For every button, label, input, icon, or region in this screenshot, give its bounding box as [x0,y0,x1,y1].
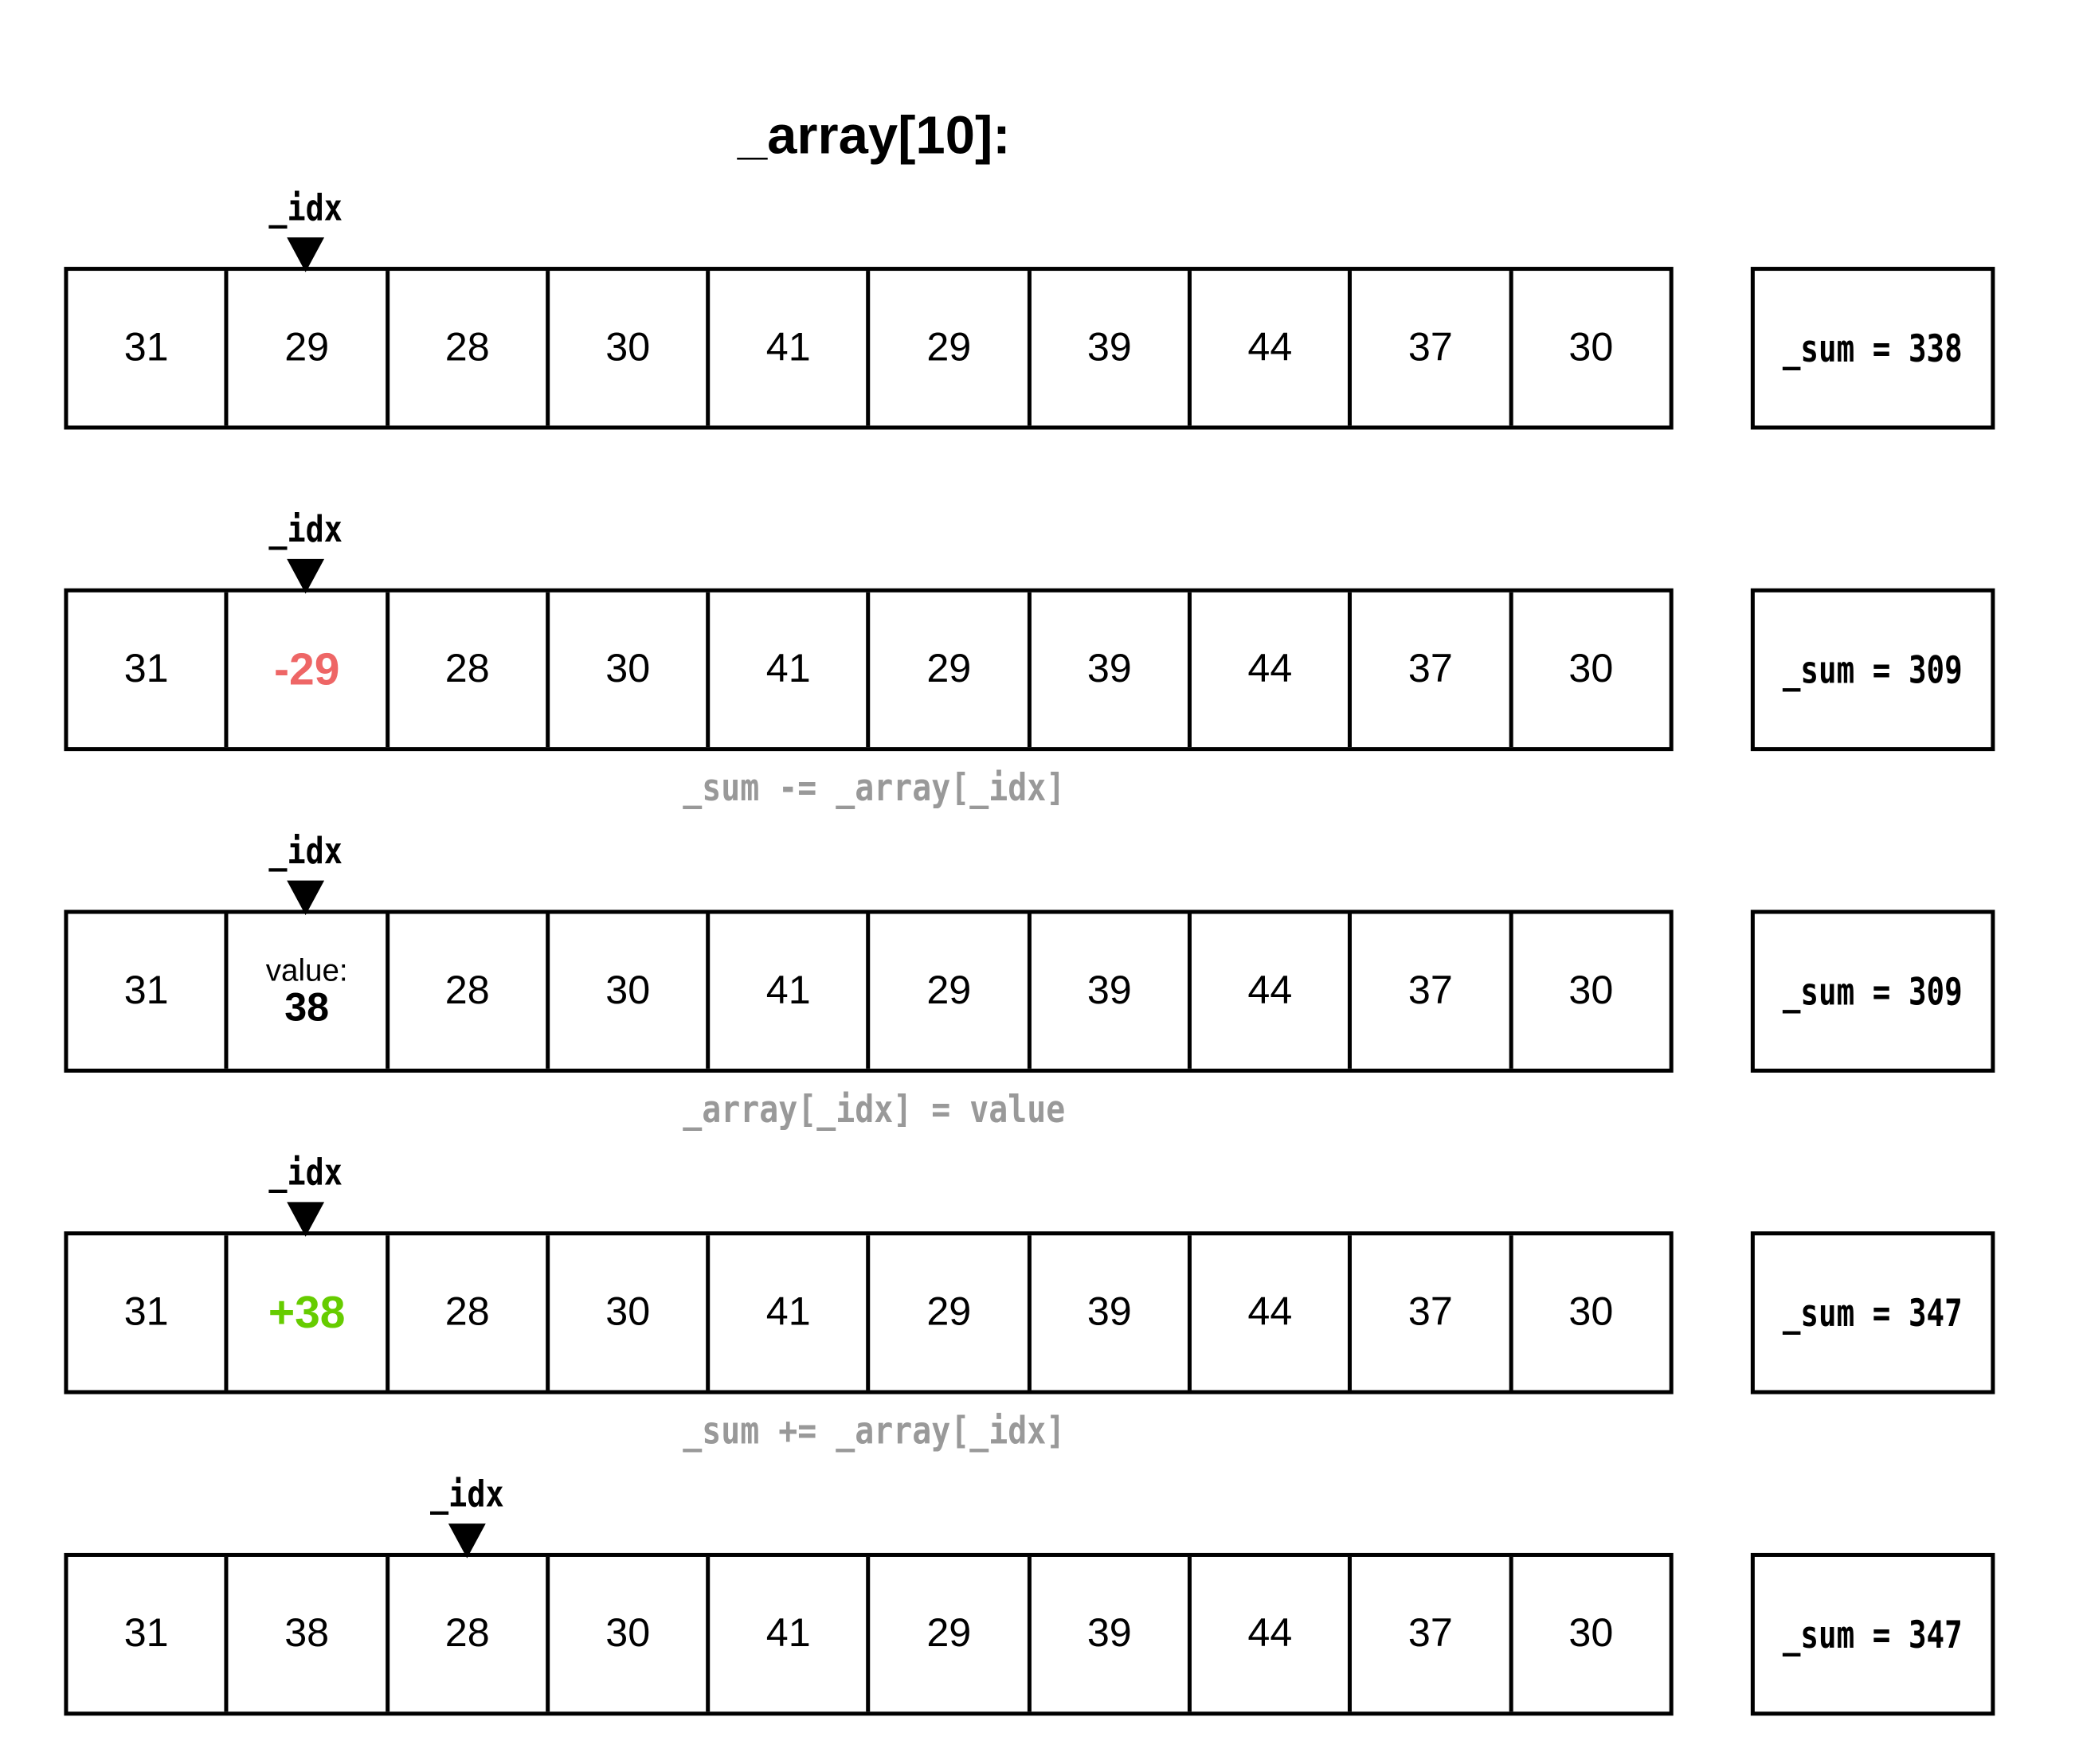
array-cell: 41 [711,592,871,748]
step-1: _idx 31 29 28 30 41 29 39 44 37 30 _sum = 338 [0,188,2075,455]
array-cell: 28 [389,592,550,748]
value-label: value: [265,952,348,988]
array-cell: 30 [550,592,711,748]
array-cell: 39 [1032,592,1192,748]
array-cell: 41 [711,913,871,1069]
array-cell: 29 [229,271,390,426]
array-cell: 29 [871,1556,1032,1712]
array-cell: +38 [229,1235,390,1390]
array-cell: 30 [1568,968,1614,1013]
array-cell: 30 [550,1235,711,1390]
sum-value: _sum = 347 [1783,1612,1963,1656]
step-2: _idx 31 -29 28 30 41 29 39 44 37 30 _sum = 309 _sum … [0,509,2075,810]
array-cell: 30 [550,1556,711,1712]
operation-caption: _sum -= _array[_idx] [683,765,1066,810]
array-cell: 38 [229,1556,390,1712]
array-cell: 30 [550,271,711,426]
array-cell: 31 [68,592,229,748]
array-row: 31 value: 38 28 30 41 29 39 44 37 30 [64,909,1674,1073]
array-cell: 31 [68,913,229,1069]
array-cell: 39 [1032,271,1192,426]
operation-caption: _sum += _array[_idx] [683,1409,1066,1453]
idx-pointer-arrow-icon [286,558,324,594]
sum-box: _sum = 309 [1750,909,1995,1073]
idx-pointer-label: _idx [268,509,343,551]
array-cell: 44 [1192,1556,1353,1712]
array-cell: 28 [389,271,550,426]
idx-pointer-arrow-icon [448,1523,485,1559]
array-cell: 41 [711,271,871,426]
step-5: _idx 31 38 28 30 41 29 39 44 37 30 _sum = 347 [0,1474,2075,1741]
array-cell: 44 [1192,592,1353,748]
sum-box: _sum = 347 [1750,1231,1995,1394]
array-cell: 29 [871,1235,1032,1390]
array-cell: 30 [1568,647,1614,691]
array-cell: value: 38 [229,913,390,1069]
array-cell: 29 [871,913,1032,1069]
array-cell: 39 [1032,1556,1192,1712]
idx-pointer-label: _idx [268,1152,343,1195]
step-3: _idx 31 value: 38 28 30 41 29 39 44 37 30 _sum = 309… [0,831,2075,1132]
array-cell: 44 [1192,271,1353,426]
array-cell: 31 [68,1556,229,1712]
array-cell: 29 [871,271,1032,426]
array-cell: 31 [68,1235,229,1390]
idx-pointer-label: _idx [268,188,343,230]
sum-value: _sum = 309 [1783,647,1963,692]
array-cell: 37 [1353,592,1513,748]
sum-value: _sum = 338 [1783,326,1963,370]
array-cell: 41 [711,1235,871,1390]
array-cell: 28 [389,1556,550,1712]
operation-caption: _array[_idx] = value [683,1087,1066,1132]
array-cell: 37 [1353,1556,1513,1712]
idx-pointer-arrow-icon [286,880,324,916]
sum-value: _sum = 309 [1783,969,1963,1014]
array-cell: 30 [550,913,711,1069]
array-cell: 30 [1568,1611,1614,1656]
array-cell: 44 [1192,1235,1353,1390]
array-row: 31 +38 28 30 41 29 39 44 37 30 [64,1231,1674,1394]
array-cell: 44 [1192,913,1353,1069]
array-cell: 39 [1032,913,1192,1069]
idx-pointer-arrow-icon [286,237,324,272]
array-cell: 30 [1568,1289,1614,1335]
array-cell: 37 [1353,913,1513,1069]
idx-pointer-arrow-icon [286,1202,324,1237]
sum-value: _sum = 347 [1783,1290,1963,1336]
array-cell: 37 [1353,271,1513,426]
step-4: _idx 31 +38 28 30 41 29 39 44 37 30 _sum = 347 _sum … [0,1152,2075,1453]
array-row: 31 -29 28 30 41 29 39 44 37 30 [64,588,1674,752]
array-cell: 41 [711,1556,871,1712]
array-cell: 28 [389,1235,550,1390]
array-cell: 37 [1353,1235,1513,1390]
array-cell: 30 [1568,325,1614,370]
array-cell: 28 [389,913,550,1069]
idx-pointer-label: _idx [429,1474,503,1516]
array-row: 31 38 28 30 41 29 39 44 37 30 [64,1552,1674,1716]
sum-box: _sum = 338 [1750,267,1995,430]
idx-pointer-label: _idx [268,831,343,873]
sum-box: _sum = 309 [1750,588,1995,752]
array-row: 31 29 28 30 41 29 39 44 37 30 [64,267,1674,430]
sum-box: _sum = 347 [1750,1552,1995,1716]
array-cell: 29 [871,592,1032,748]
diagram-title: _array[10]: [737,107,1011,166]
array-cell: 31 [68,271,229,426]
array-cell: -29 [229,592,390,748]
value-number: 38 [284,985,330,1031]
array-cell: 39 [1032,1235,1192,1390]
